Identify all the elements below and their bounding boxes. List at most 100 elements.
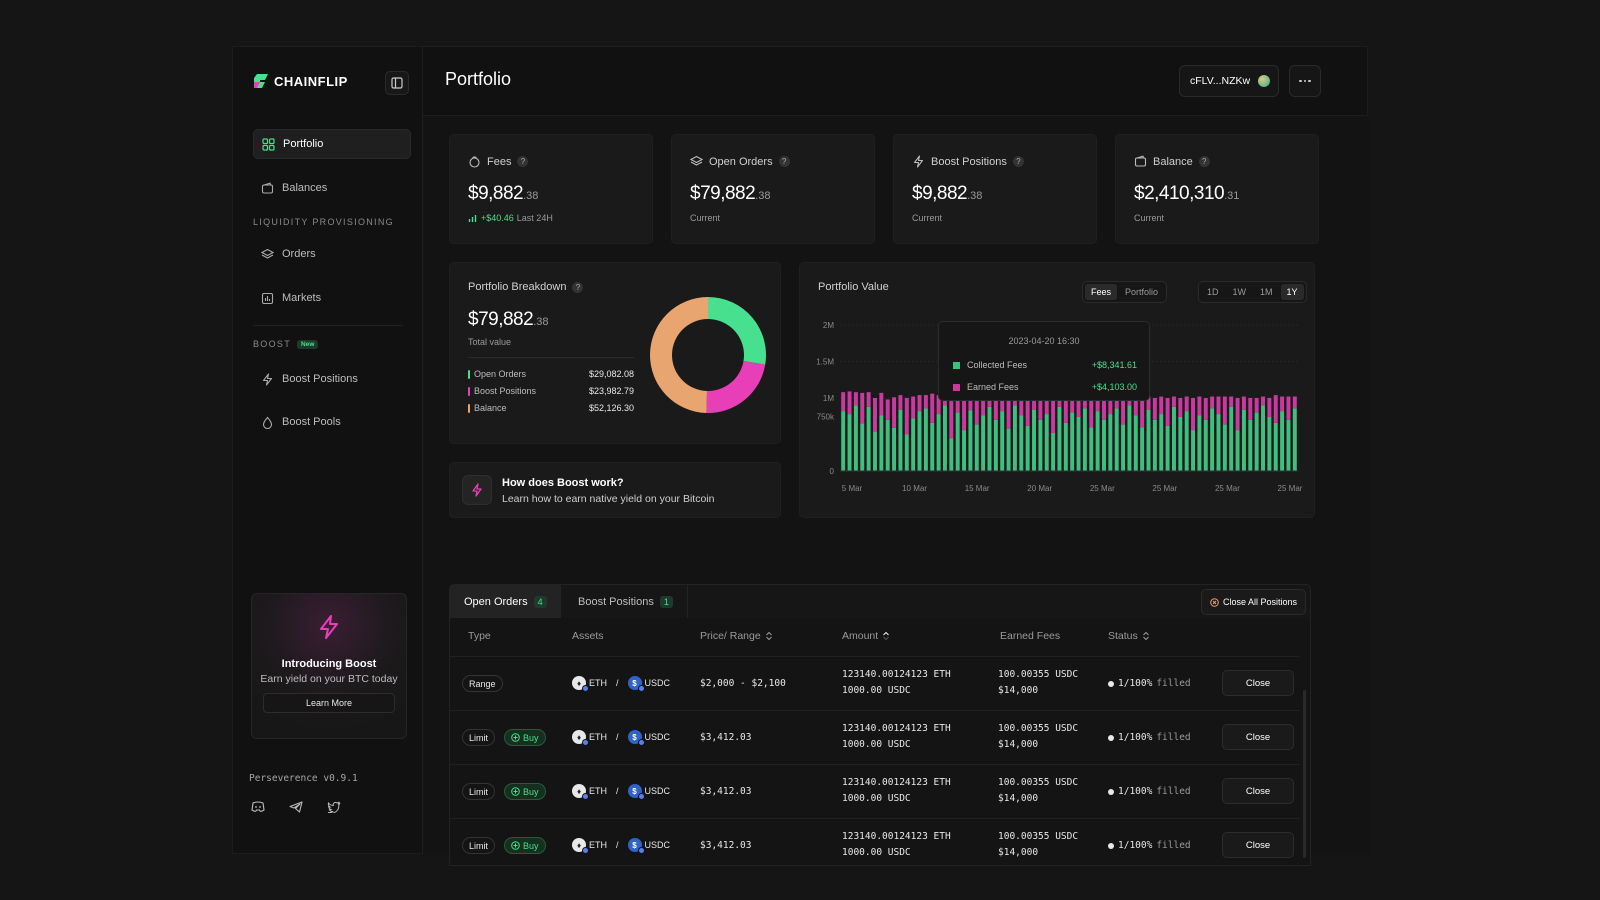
close-position-button[interactable]: Close bbox=[1222, 778, 1294, 804]
toggle-portfolio[interactable]: Portfolio bbox=[1125, 287, 1159, 297]
bar-collected-fees[interactable] bbox=[1159, 414, 1164, 471]
telegram-icon[interactable] bbox=[289, 801, 303, 813]
bar-earned-fees[interactable] bbox=[987, 396, 992, 407]
bar-collected-fees[interactable] bbox=[1261, 405, 1265, 471]
column-header-price-range[interactable]: Price/ Range bbox=[700, 630, 773, 642]
bar-collected-fees[interactable] bbox=[892, 427, 897, 471]
bar-collected-fees[interactable] bbox=[1000, 411, 1005, 471]
bar-earned-fees[interactable] bbox=[1261, 396, 1265, 406]
sidebar-item-markets[interactable]: Markets bbox=[253, 283, 411, 313]
bar-earned-fees[interactable] bbox=[1152, 398, 1157, 420]
sidebar-item-boost-positions[interactable]: Boost Positions bbox=[253, 364, 411, 394]
bar-collected-fees[interactable] bbox=[1089, 427, 1094, 471]
bar-earned-fees[interactable] bbox=[1000, 396, 1005, 412]
bar-earned-fees[interactable] bbox=[1229, 396, 1234, 407]
bar-collected-fees[interactable] bbox=[949, 438, 954, 471]
bar-collected-fees[interactable] bbox=[1095, 411, 1100, 471]
bar-earned-fees[interactable] bbox=[1197, 396, 1202, 416]
range-1w[interactable]: 1W bbox=[1232, 287, 1247, 297]
bar-collected-fees[interactable] bbox=[1280, 411, 1285, 471]
bar-earned-fees[interactable] bbox=[1102, 396, 1106, 420]
bar-earned-fees[interactable] bbox=[1108, 396, 1113, 415]
bar-collected-fees[interactable] bbox=[981, 415, 986, 471]
bar-earned-fees[interactable] bbox=[1210, 396, 1215, 409]
bar-collected-fees[interactable] bbox=[1127, 405, 1132, 471]
bar-earned-fees[interactable] bbox=[1025, 398, 1030, 426]
bar-earned-fees[interactable] bbox=[1076, 398, 1081, 417]
table-scrollbar[interactable] bbox=[1303, 690, 1306, 858]
bar-earned-fees[interactable] bbox=[1082, 396, 1087, 409]
bar-earned-fees[interactable] bbox=[873, 398, 877, 432]
bar-earned-fees[interactable] bbox=[1019, 396, 1024, 416]
bar-earned-fees[interactable] bbox=[1248, 398, 1253, 420]
help-icon[interactable]: ? bbox=[517, 156, 529, 167]
bar-collected-fees[interactable] bbox=[853, 405, 858, 471]
bar-collected-fees[interactable] bbox=[1229, 406, 1234, 471]
bar-earned-fees[interactable] bbox=[923, 395, 928, 409]
bar-collected-fees[interactable] bbox=[1152, 419, 1157, 471]
bar-collected-fees[interactable] bbox=[1292, 408, 1297, 471]
bar-collected-fees[interactable] bbox=[1216, 414, 1221, 471]
bar-earned-fees[interactable] bbox=[1273, 395, 1278, 423]
bar-earned-fees[interactable] bbox=[1292, 396, 1297, 409]
wallet-button[interactable]: cFLV...NZKw bbox=[1179, 65, 1279, 97]
bar-collected-fees[interactable] bbox=[1025, 425, 1030, 471]
bar-earned-fees[interactable] bbox=[1241, 396, 1246, 410]
how-boost-works-card[interactable]: How does Boost work? Learn how to earn n… bbox=[449, 462, 781, 518]
tab-open-orders[interactable]: Open Orders 4 bbox=[450, 585, 561, 619]
donut-slice-boost-positions[interactable] bbox=[706, 360, 766, 413]
tab-boost-positions[interactable]: Boost Positions 1 bbox=[564, 585, 688, 619]
bar-earned-fees[interactable] bbox=[1216, 396, 1221, 415]
bar-collected-fees[interactable] bbox=[1248, 419, 1253, 471]
bar-earned-fees[interactable] bbox=[1038, 398, 1043, 420]
bar-collected-fees[interactable] bbox=[993, 419, 998, 471]
help-icon[interactable]: ? bbox=[572, 281, 584, 293]
bar-collected-fees[interactable] bbox=[1210, 408, 1215, 471]
bar-collected-fees[interactable] bbox=[1038, 419, 1043, 471]
donut-slice-open-orders[interactable] bbox=[708, 297, 766, 365]
bar-collected-fees[interactable] bbox=[1108, 414, 1113, 471]
bar-collected-fees[interactable] bbox=[1044, 414, 1049, 471]
bar-earned-fees[interactable] bbox=[974, 398, 979, 425]
bar-earned-fees[interactable] bbox=[904, 398, 909, 435]
range-1d[interactable]: 1D bbox=[1207, 287, 1219, 297]
bar-collected-fees[interactable] bbox=[1191, 430, 1196, 471]
bar-collected-fees[interactable] bbox=[974, 424, 979, 471]
bar-earned-fees[interactable] bbox=[1089, 396, 1094, 428]
bar-collected-fees[interactable] bbox=[1102, 419, 1106, 471]
bar-collected-fees[interactable] bbox=[1133, 415, 1138, 471]
bar-collected-fees[interactable] bbox=[1114, 408, 1119, 471]
bar-earned-fees[interactable] bbox=[1070, 398, 1075, 413]
bar-earned-fees[interactable] bbox=[898, 395, 903, 410]
bar-collected-fees[interactable] bbox=[911, 418, 916, 471]
bar-collected-fees[interactable] bbox=[1241, 409, 1246, 471]
bar-earned-fees[interactable] bbox=[949, 400, 954, 439]
bar-collected-fees[interactable] bbox=[1286, 419, 1291, 471]
help-icon[interactable]: ? bbox=[1198, 156, 1210, 167]
bar-collected-fees[interactable] bbox=[968, 410, 973, 471]
sidebar-item-portfolio[interactable]: Portfolio bbox=[253, 129, 411, 159]
close-position-button[interactable]: Close bbox=[1222, 724, 1294, 750]
bar-collected-fees[interactable] bbox=[1032, 409, 1036, 471]
close-all-positions-button[interactable]: Close All Positions bbox=[1200, 589, 1306, 615]
bar-earned-fees[interactable] bbox=[1235, 398, 1240, 431]
bar-earned-fees[interactable] bbox=[847, 391, 852, 415]
bar-collected-fees[interactable] bbox=[987, 406, 992, 471]
bar-collected-fees[interactable] bbox=[1012, 405, 1017, 471]
bar-earned-fees[interactable] bbox=[1006, 399, 1011, 429]
bar-collected-fees[interactable] bbox=[1076, 416, 1081, 471]
help-icon[interactable]: ? bbox=[1012, 156, 1024, 167]
bar-collected-fees[interactable] bbox=[1051, 433, 1056, 471]
bar-earned-fees[interactable] bbox=[841, 392, 846, 412]
bar-earned-fees[interactable] bbox=[1178, 398, 1183, 417]
sidebar-item-boost-pools[interactable]: Boost Pools bbox=[253, 407, 411, 437]
bar-collected-fees[interactable] bbox=[1006, 428, 1011, 471]
bar-collected-fees[interactable] bbox=[1273, 422, 1278, 471]
donut-slice-balance[interactable] bbox=[649, 297, 708, 413]
bar-collected-fees[interactable] bbox=[955, 412, 960, 471]
bar-earned-fees[interactable] bbox=[930, 393, 935, 423]
bar-earned-fees[interactable] bbox=[955, 398, 960, 413]
bar-earned-fees[interactable] bbox=[917, 395, 922, 412]
bar-collected-fees[interactable] bbox=[1254, 412, 1259, 471]
bar-earned-fees[interactable] bbox=[1267, 398, 1272, 417]
